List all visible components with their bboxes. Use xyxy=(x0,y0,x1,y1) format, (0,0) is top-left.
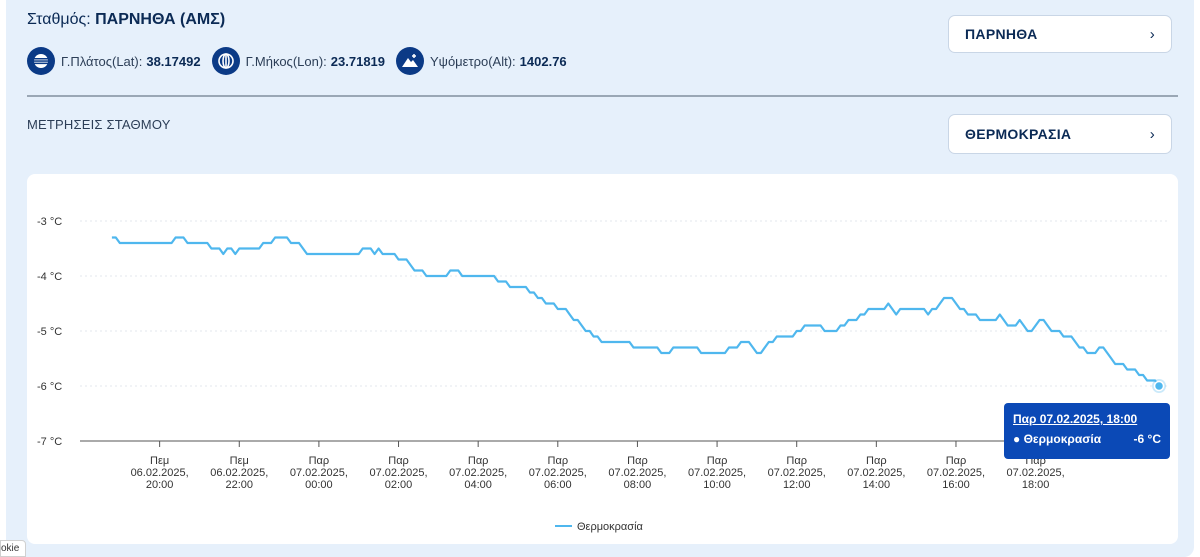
x-tick-label: 07.02.2025, xyxy=(290,467,348,479)
x-tick-label: Πεμ xyxy=(150,455,169,467)
latitude-info: Γ.Πλάτος(Lat): 38.17492 xyxy=(27,47,201,75)
x-tick-label: Παρ xyxy=(548,455,569,467)
measurements-section-label: ΜΕΤΡΗΣΕΙΣ ΣΤΑΘΜΟΥ xyxy=(27,117,171,132)
x-tick-label: Παρ xyxy=(707,455,728,467)
chevron-right-icon: › xyxy=(1149,125,1155,143)
x-tick-label: Παρ xyxy=(388,455,409,467)
longitude-value: 23.71819 xyxy=(330,53,386,69)
altitude-info: Υψόμετρο(Alt): 1402.76 xyxy=(396,47,567,75)
x-tick-label: 07.02.2025, xyxy=(369,467,427,479)
chart-series xyxy=(111,236,1167,393)
y-tick-label: -4 °C xyxy=(37,271,62,283)
x-tick-label: 07.02.2025, xyxy=(529,467,587,479)
x-tick-label: Παρ xyxy=(468,455,489,467)
station-title-prefix: Σταθμός: xyxy=(27,11,96,28)
altitude-label: Υψόμετρο(Alt): xyxy=(430,53,516,69)
x-tick-label: 22:00 xyxy=(226,479,254,491)
y-axis-ticks: -3 °C -4 °C -5 °C -6 °C -7 °C xyxy=(37,216,62,448)
latitude-value: 38.17492 xyxy=(146,53,201,69)
measurement-select-button[interactable]: ΘΕΡΜΟΚΡΑΣΙΑ › xyxy=(948,114,1172,154)
x-tick-label: 04:00 xyxy=(464,479,492,491)
station-select-button[interactable]: ΠΑΡΝΗΘΑ › xyxy=(948,15,1172,53)
x-tick-label: 07.02.2025, xyxy=(768,467,826,479)
tooltip-date: Παρ 07.02.2025, 18:00 xyxy=(1013,412,1138,426)
x-tick-label: 14:00 xyxy=(863,479,891,491)
x-tick-label: Παρ xyxy=(309,455,330,467)
longitude-info: Γ.Μήκος(Lon): 23.71819 xyxy=(211,47,386,75)
x-axis-ticks: Πεμ06.02.2025,20:00Πεμ06.02.2025,22:00Πα… xyxy=(131,441,1065,491)
x-tick-label: 08:00 xyxy=(624,479,652,491)
x-tick-label: 07.02.2025, xyxy=(449,467,507,479)
x-tick-label: 10:00 xyxy=(703,479,731,491)
x-tick-label: 12:00 xyxy=(783,479,811,491)
x-tick-label: Παρ xyxy=(786,455,807,467)
latitude-label: Γ.Πλάτος(Lat): xyxy=(61,53,143,69)
station-coordinates: Γ.Πλάτος(Lat): 38.17492 Γ.Μήκος(Lon): 23… xyxy=(27,47,578,75)
x-tick-label: 00:00 xyxy=(305,479,333,491)
chart-grid xyxy=(80,220,1167,442)
chart-legend[interactable]: Θερμοκρασία xyxy=(555,521,644,533)
altitude-value: 1402.76 xyxy=(519,53,567,69)
x-tick-label: Παρ xyxy=(866,455,887,467)
x-tick-label: Πεμ xyxy=(230,455,249,467)
cookie-notice-tab[interactable]: okie xyxy=(0,540,27,557)
x-tick-label: 06.02.2025, xyxy=(210,467,268,479)
x-tick-label: Παρ xyxy=(627,455,648,467)
chart-tooltip: Παρ 07.02.2025, 18:00 ● Θερμοκρασία -6 °… xyxy=(1004,403,1170,459)
x-tick-label: 06.02.2025, xyxy=(131,467,189,479)
temperature-line xyxy=(111,236,1160,387)
longitude-icon xyxy=(211,47,240,75)
x-tick-label: 07.02.2025, xyxy=(927,467,985,479)
y-tick-label: -7 °C xyxy=(37,436,62,448)
latitude-icon xyxy=(27,47,55,75)
x-tick-label: 20:00 xyxy=(146,479,174,491)
x-tick-label: Παρ xyxy=(946,455,967,467)
tooltip-row: ● Θερμοκρασία -6 °C xyxy=(1013,432,1161,446)
x-tick-label: 06:00 xyxy=(544,479,572,491)
y-tick-label: -6 °C xyxy=(37,381,62,393)
x-tick-label: 07.02.2025, xyxy=(608,467,666,479)
x-tick-label: 02:00 xyxy=(385,479,413,491)
y-tick-label: -5 °C xyxy=(37,326,62,338)
y-tick-label: -3 °C xyxy=(37,216,62,228)
section-divider xyxy=(27,95,1178,97)
x-tick-label: 07.02.2025, xyxy=(688,467,746,479)
chevron-right-icon: › xyxy=(1149,25,1155,43)
temperature-chart-card: -3 °C -4 °C -5 °C -6 °C -7 °C Πεμ 06.02.2025,… xyxy=(27,174,1178,544)
station-select-label: ΠΑΡΝΗΘΑ xyxy=(965,26,1038,42)
tooltip-series: ● Θερμοκρασία xyxy=(1013,432,1102,446)
hover-point[interactable] xyxy=(1153,380,1165,392)
legend-label: Θερμοκρασία xyxy=(577,521,644,533)
measurement-select-label: ΘΕΡΜΟΚΡΑΣΙΑ xyxy=(965,126,1072,142)
x-tick-label: 07.02.2025, xyxy=(1007,467,1065,479)
tooltip-value: -6 °C xyxy=(1133,432,1161,446)
station-title: Σταθμός: ΠΑΡΝΗΘΑ (ΑΜΣ) xyxy=(27,11,225,29)
x-tick-label: 07.02.2025, xyxy=(847,467,905,479)
x-tick-label: 16:00 xyxy=(942,479,970,491)
station-name: ΠΑΡΝΗΘΑ (ΑΜΣ) xyxy=(95,11,226,28)
mountain-icon xyxy=(396,47,425,75)
x-tick-label: 18:00 xyxy=(1022,479,1050,491)
station-panel: Σταθμός: ΠΑΡΝΗΘΑ (ΑΜΣ) Γ.Πλάτος(Lat): 38… xyxy=(6,0,1194,557)
longitude-label: Γ.Μήκος(Lon): xyxy=(245,53,327,69)
temperature-chart: -3 °C-4 °C-5 °C-6 °C-7 °C Πεμ06.02.2025,… xyxy=(37,216,1167,533)
